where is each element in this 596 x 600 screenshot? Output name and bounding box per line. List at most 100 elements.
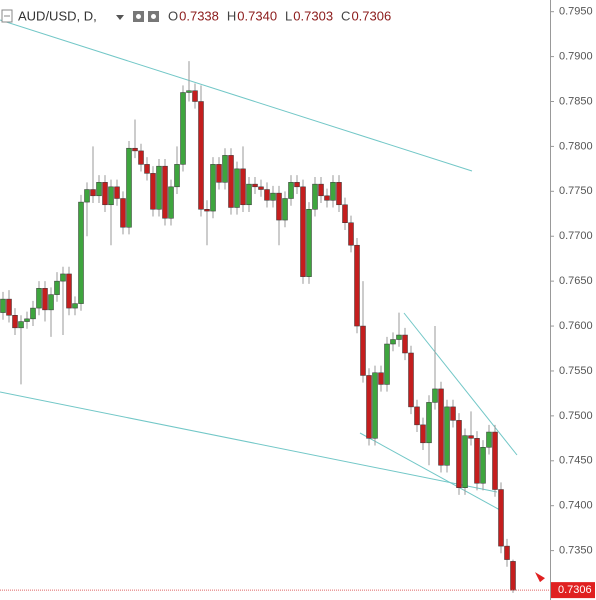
dropdown-arrow[interactable] (116, 15, 124, 20)
ohlc-value: 0.7340 (237, 8, 277, 23)
price-axis: 0.7950 0.7900 0.7850 0.7800 0.7750 0.7700 0.76… (0, 6, 595, 599)
symbol[interactable]: AUD/USD, D, (18, 8, 97, 23)
candle-body (162, 165, 168, 219)
candle-body (264, 189, 270, 201)
candle-body (234, 168, 240, 208)
candle-body (120, 198, 126, 228)
candle-body (294, 182, 300, 188)
candle-body (186, 90, 192, 93)
candle-body (384, 343, 390, 385)
candle-body (6, 298, 12, 316)
candle-body (336, 182, 342, 206)
candle-body (432, 388, 438, 403)
candle-body (474, 438, 480, 484)
candle-body (372, 372, 378, 439)
candle-body (450, 406, 456, 421)
y-tick-label: 0.7950 (559, 6, 593, 18)
visibility-icon-dot (136, 14, 141, 19)
candle-body (30, 307, 36, 320)
candle-body (360, 325, 366, 376)
candle-body (180, 92, 186, 165)
last-price-arrow (535, 572, 545, 583)
y-tick-label: 0.7650 (559, 275, 593, 287)
candle-body (378, 372, 384, 385)
candle-body (0, 298, 6, 313)
y-tick-label: 0.7700 (559, 230, 593, 242)
candle-body (288, 182, 294, 199)
candle-body (42, 288, 48, 311)
candle-body (198, 101, 204, 210)
candle-body (48, 294, 54, 311)
candle-body (246, 183, 252, 206)
candle-body (366, 375, 372, 439)
candle-body (102, 182, 108, 206)
candle-body (90, 189, 96, 197)
candle-body (330, 182, 336, 201)
ohlc-legend: O 0.7338 H 0.7340 L 0.7303 C 0.7306 (168, 8, 391, 23)
candle-body (168, 186, 174, 219)
y-tick-label: 0.7400 (559, 500, 593, 512)
last-price-box (551, 582, 595, 599)
candle-body (78, 201, 84, 304)
candle-body (486, 431, 492, 448)
candle-body (84, 189, 90, 203)
candle-body (54, 280, 60, 295)
ohlc-value: 0.7303 (293, 8, 333, 23)
y-tick-label: 0.7750 (559, 185, 593, 197)
ohlc-value: 0.7338 (179, 8, 219, 23)
candle-body (228, 155, 234, 208)
ohlc-key: C (341, 8, 350, 23)
candle-body (60, 273, 66, 282)
candle-body (306, 209, 312, 277)
candle-body (420, 424, 426, 444)
trend-line (0, 391, 498, 493)
trend-line (0, 19, 473, 172)
y-tick-label: 0.7800 (559, 140, 593, 152)
candle-body (174, 164, 180, 188)
candle-body (414, 406, 420, 426)
y-tick-label: 0.7900 (559, 50, 593, 62)
candle-body (252, 183, 258, 188)
candle-body (480, 447, 486, 484)
candle-body (222, 155, 228, 183)
candle-body (318, 183, 324, 197)
candle-body (390, 339, 396, 345)
candle-body (408, 352, 414, 408)
candle-body (396, 334, 402, 340)
ohlc-value: 0.7306 (351, 8, 391, 23)
candle-body (144, 164, 150, 174)
candle-body (126, 147, 132, 228)
candle-body (132, 147, 138, 152)
y-tick-label: 0.7450 (559, 455, 593, 467)
candle-body (66, 273, 72, 309)
candle-body (150, 173, 156, 210)
candle-body (354, 244, 360, 327)
y-tick-label: 0.7500 (559, 410, 593, 422)
candle-body (468, 435, 474, 439)
candle-body (240, 168, 246, 206)
candle-body (324, 195, 330, 201)
candle-body (402, 334, 408, 354)
candle-body (276, 192, 282, 221)
y-tick-label: 0.7550 (559, 365, 593, 377)
trend-line (359, 432, 501, 511)
y-tick-label: 0.7600 (559, 320, 593, 332)
candle-body (348, 222, 354, 246)
candles (0, 61, 516, 593)
candle-body (504, 545, 510, 560)
trend-lines (0, 19, 518, 511)
candle-body (444, 406, 450, 466)
candle-body (24, 318, 30, 322)
header: AUD/USD, D, O 0.7338 H 0.7340 L 0.7303 C 0.7306 (1, 8, 391, 23)
candle-body (216, 164, 222, 183)
candle-body (456, 420, 462, 488)
candle-body (12, 315, 18, 329)
candle-body (72, 303, 78, 309)
candle-body (114, 186, 120, 199)
last-price-label: 0.7306 (558, 584, 592, 596)
candle-body (342, 204, 348, 224)
candle-body (492, 431, 498, 490)
candle-body (498, 489, 504, 547)
